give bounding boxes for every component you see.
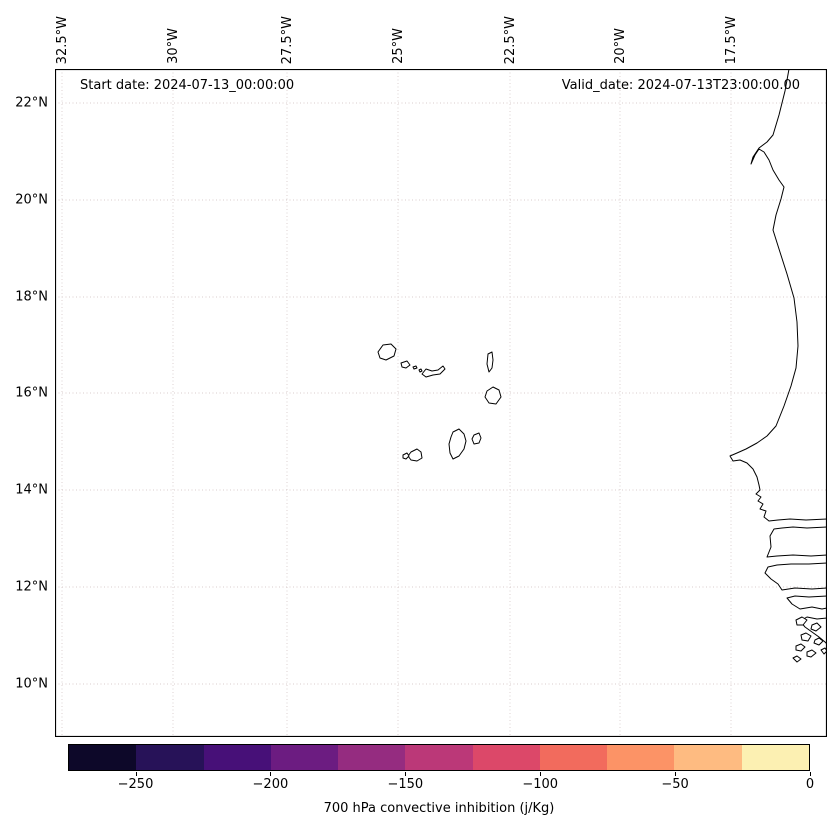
colorbar-tick-label: 0 — [805, 777, 815, 792]
coastline-mainland — [729, 69, 827, 645]
colorbar-tick-label: −150 — [387, 777, 424, 792]
colorbar-segment — [270, 745, 339, 770]
colorbar-tick-mark — [675, 772, 677, 776]
map-background — [55, 69, 827, 737]
left-axis-tick-label: 18°N — [15, 289, 48, 305]
colorbar-segment — [69, 745, 137, 770]
coastline-island — [795, 643, 806, 652]
colorbar-segment — [472, 745, 540, 770]
coastlines — [377, 69, 827, 663]
top-axis-tick-text: 22.5°W — [502, 15, 518, 64]
gridlines — [55, 69, 827, 737]
coastline-island — [484, 386, 502, 405]
top-axis-tick-text: 32.5°W — [54, 15, 70, 64]
coastline-island — [813, 637, 824, 646]
colorbar-tick-label: −100 — [522, 777, 559, 792]
colorbar-label: 700 hPa convective inhibition (j/Kg) — [323, 801, 555, 816]
colorbar-segment — [674, 745, 742, 770]
colorbar-tick-mark — [810, 772, 811, 776]
coastline-island — [418, 368, 423, 373]
colorbar-tick-mark — [135, 772, 137, 776]
top-axis-tick-text: 25°W — [390, 28, 406, 64]
top-axis-tick-text: 17.5°W — [723, 15, 739, 64]
coastline-island — [795, 616, 808, 626]
coastline-island — [412, 365, 418, 370]
colorbar-tick-label: −250 — [117, 777, 154, 792]
coastline-island — [792, 655, 802, 663]
colorbar-segment — [338, 745, 406, 770]
valid-date-annotation: Valid_date: 2024-07-13T23:00:00.00 — [561, 78, 800, 93]
top-axis-tick-text: 30°W — [165, 28, 181, 64]
coastline-island — [448, 428, 467, 460]
left-axis-tick-label: 22°N — [15, 95, 48, 111]
top-axis-tick-text: 20°W — [612, 28, 628, 64]
left-axis-tick-label: 10°N — [15, 676, 48, 692]
start-date-annotation: Start date: 2024-07-13_00:00:00 — [80, 78, 295, 93]
coastline-island — [400, 360, 411, 369]
colorbar-tick-label: −50 — [661, 777, 689, 792]
left-axis-tick-label: 12°N — [15, 579, 48, 595]
colorbar-tick-label: −200 — [252, 777, 289, 792]
colorbar-segment — [405, 745, 473, 770]
coastline-island — [486, 351, 494, 373]
top-axis-tick-text: 27.5°W — [279, 15, 295, 64]
colorbar-tick-mark — [540, 772, 542, 776]
left-axis-tick-label: 20°N — [15, 192, 48, 208]
colorbar-segment — [539, 745, 608, 770]
colorbar-segment — [741, 745, 809, 770]
left-axis-tick-label: 14°N — [15, 482, 48, 498]
coastline-island — [471, 432, 482, 445]
map-border — [55, 69, 827, 737]
colorbar-tick-mark — [270, 772, 272, 776]
coastline-island — [377, 343, 397, 361]
left-axis-tick-label: 16°N — [15, 385, 48, 401]
coastline-island — [806, 649, 817, 658]
colorbar-segment — [203, 745, 271, 770]
colorbar-tick-mark — [405, 772, 407, 776]
colorbar-segment — [607, 745, 675, 770]
coastline-island — [820, 647, 827, 655]
colorbar — [68, 744, 810, 771]
coastline-island — [421, 365, 446, 378]
colorbar-segment — [136, 745, 204, 770]
coastline-island — [402, 452, 410, 460]
coastline-island — [800, 632, 812, 642]
map-plot — [55, 69, 827, 737]
coastline-island — [810, 622, 822, 632]
